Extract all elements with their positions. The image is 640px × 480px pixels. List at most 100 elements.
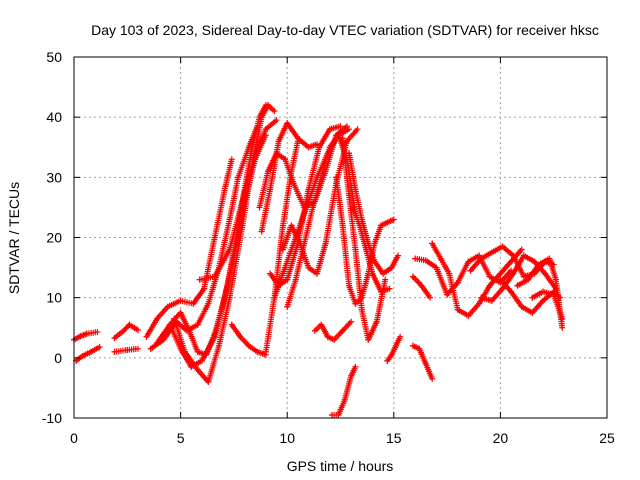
data-point [164, 303, 171, 310]
data-point [540, 288, 547, 295]
data-point [365, 336, 372, 343]
data-point [258, 114, 265, 121]
x-tick-label: 10 [279, 430, 295, 446]
data-point [215, 342, 222, 349]
data-point [154, 315, 161, 322]
data-point [346, 192, 353, 199]
data-point [350, 204, 357, 211]
data-point [143, 333, 150, 340]
data-point [416, 345, 423, 352]
data-point [284, 303, 291, 310]
data-point [380, 270, 387, 277]
data-point [294, 135, 301, 142]
data-point [386, 285, 393, 292]
data-point [384, 357, 391, 364]
data-point [258, 228, 265, 235]
series-arc-4 [111, 345, 141, 355]
data-point [279, 246, 286, 253]
data-point [552, 276, 559, 283]
series-arc-26 [409, 342, 436, 382]
series-arc-14 [258, 120, 321, 235]
data-point [352, 300, 359, 307]
data-point [311, 327, 318, 334]
data-point [322, 240, 329, 247]
data-point [194, 366, 201, 373]
data-point [395, 252, 402, 259]
data-point [328, 411, 335, 418]
data-point [134, 327, 141, 334]
data-point [198, 357, 205, 364]
data-point [335, 132, 342, 139]
data-point [510, 270, 517, 277]
data-point [465, 258, 472, 265]
data-point [437, 255, 444, 262]
data-point [196, 276, 203, 283]
data-point [224, 282, 231, 289]
data-point [305, 264, 312, 271]
data-point [177, 309, 184, 316]
data-point [346, 282, 353, 289]
series-arc-21 [346, 150, 402, 277]
data-point [341, 396, 348, 403]
data-point [271, 294, 278, 301]
data-point [265, 168, 272, 175]
data-point [520, 252, 527, 259]
data-point [190, 300, 197, 307]
data-point [339, 135, 346, 142]
data-point [211, 273, 218, 280]
data-point [154, 339, 161, 346]
series-arc-28 [412, 252, 515, 298]
data-point [79, 353, 86, 360]
data-point [476, 252, 483, 259]
data-point [412, 255, 419, 262]
data-point [226, 246, 233, 253]
data-point [314, 270, 321, 277]
data-point [326, 126, 333, 133]
data-point [378, 288, 385, 295]
data-point [343, 138, 350, 145]
data-point [550, 291, 557, 298]
data-point [83, 330, 90, 337]
data-point [290, 180, 297, 187]
data-point [284, 120, 291, 127]
data-point [499, 243, 506, 250]
data-point [77, 333, 84, 340]
data-point [378, 222, 385, 229]
data-point [488, 249, 495, 256]
data-point [454, 306, 461, 313]
data-point [273, 117, 280, 124]
data-point [559, 315, 566, 322]
series-arc-25 [384, 333, 404, 364]
series-arc-23 [311, 318, 355, 343]
y-tick-label: 20 [46, 230, 62, 246]
data-point [358, 306, 365, 313]
data-point [326, 144, 333, 151]
series-arc-19 [333, 174, 397, 307]
data-point [382, 276, 389, 283]
series-arc-24 [328, 363, 359, 418]
data-point [518, 303, 525, 310]
data-point [356, 222, 363, 229]
data-point [228, 156, 235, 163]
data-point [120, 328, 127, 335]
data-point [228, 321, 235, 328]
data-point [194, 348, 201, 355]
data-point [478, 255, 485, 262]
data-point [316, 144, 323, 151]
data-point [305, 144, 312, 151]
y-tick-label: 30 [46, 169, 62, 185]
x-axis-label: GPS time / hours [287, 458, 394, 474]
data-point [429, 375, 436, 382]
data-point [235, 174, 242, 181]
data-point [531, 258, 538, 265]
data-point [454, 279, 461, 286]
data-point [288, 222, 295, 229]
data-point [540, 297, 547, 304]
y-axis-label: SDTVAR / TECUs [6, 182, 22, 294]
data-point [222, 183, 229, 190]
data-point [265, 102, 272, 109]
data-point [284, 276, 291, 283]
data-point [542, 270, 549, 277]
data-point [465, 312, 472, 319]
data-point [201, 285, 208, 292]
